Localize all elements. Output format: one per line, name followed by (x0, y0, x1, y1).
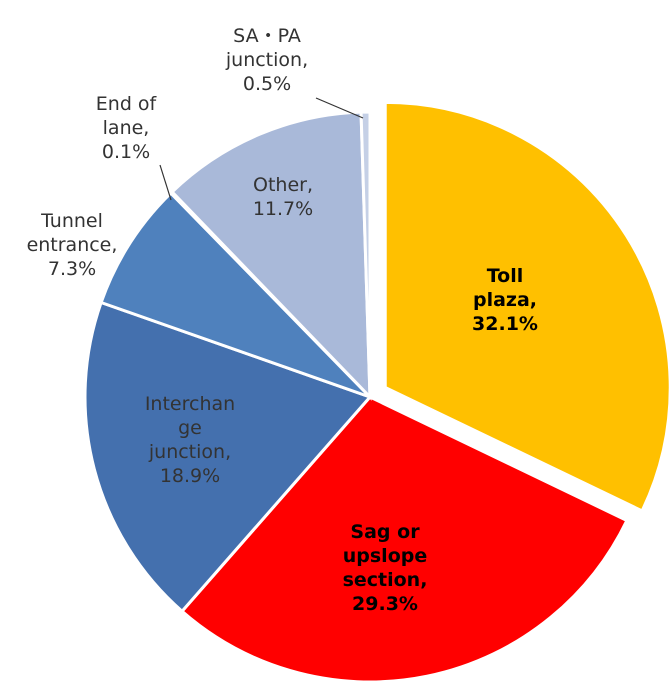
pie-slice (83, 300, 373, 614)
label-line: entrance, (27, 234, 118, 256)
category-label: Toll plaza, (473, 265, 537, 311)
label-line: plaza, (473, 289, 537, 311)
pie-slice (170, 110, 372, 401)
data-label: SA・PA junction, 0.5% (225, 25, 308, 95)
pie-slice (179, 395, 629, 684)
value-label: 32.1% (472, 313, 538, 335)
label-line: Interchan (145, 393, 235, 415)
pie-slice (99, 190, 372, 399)
leader-line (159, 164, 172, 201)
label-line: junction, (148, 441, 231, 463)
data-label: Tunnel entrance, 7.3% (27, 210, 118, 280)
category-label: Other, (253, 174, 313, 196)
value-label: 18.9% (160, 465, 220, 487)
data-label: End of lane, 0.1% (96, 93, 158, 163)
pie-slice (359, 110, 372, 398)
category-label: Interchan ge junction, (145, 393, 235, 463)
leader-line (315, 97, 364, 119)
category-label: Tunnel entrance, (27, 210, 118, 256)
value-label: 11.7% (253, 198, 313, 220)
label-line: lane, (103, 117, 150, 139)
label-line: Tunnel (40, 210, 103, 232)
label-line: junction, (225, 49, 308, 71)
label-line: Other, (253, 174, 313, 196)
label-line: upslope (343, 545, 428, 567)
value-label: 0.1% (102, 141, 150, 163)
data-label: Toll plaza, 32.1% (472, 265, 538, 335)
value-label: 7.3% (48, 258, 96, 280)
category-label: End of lane, (96, 93, 158, 139)
label-line: Sag or (350, 521, 420, 543)
label-line: ge (178, 417, 202, 439)
pie-slice (383, 100, 670, 513)
value-label: 0.5% (243, 73, 291, 95)
data-label: Sag or upslope section, 29.3% (343, 521, 428, 615)
label-line: section, (343, 569, 428, 591)
value-label: 29.3% (352, 593, 418, 615)
label-line: SA・PA (233, 25, 301, 47)
data-label: Interchan ge junction, 18.9% (145, 393, 235, 487)
category-label: SA・PA junction, (225, 25, 308, 71)
label-line: End of (96, 93, 158, 115)
category-label: Sag or upslope section, (343, 521, 428, 591)
data-label: Other, 11.7% (253, 174, 313, 220)
label-line: Toll (487, 265, 524, 287)
